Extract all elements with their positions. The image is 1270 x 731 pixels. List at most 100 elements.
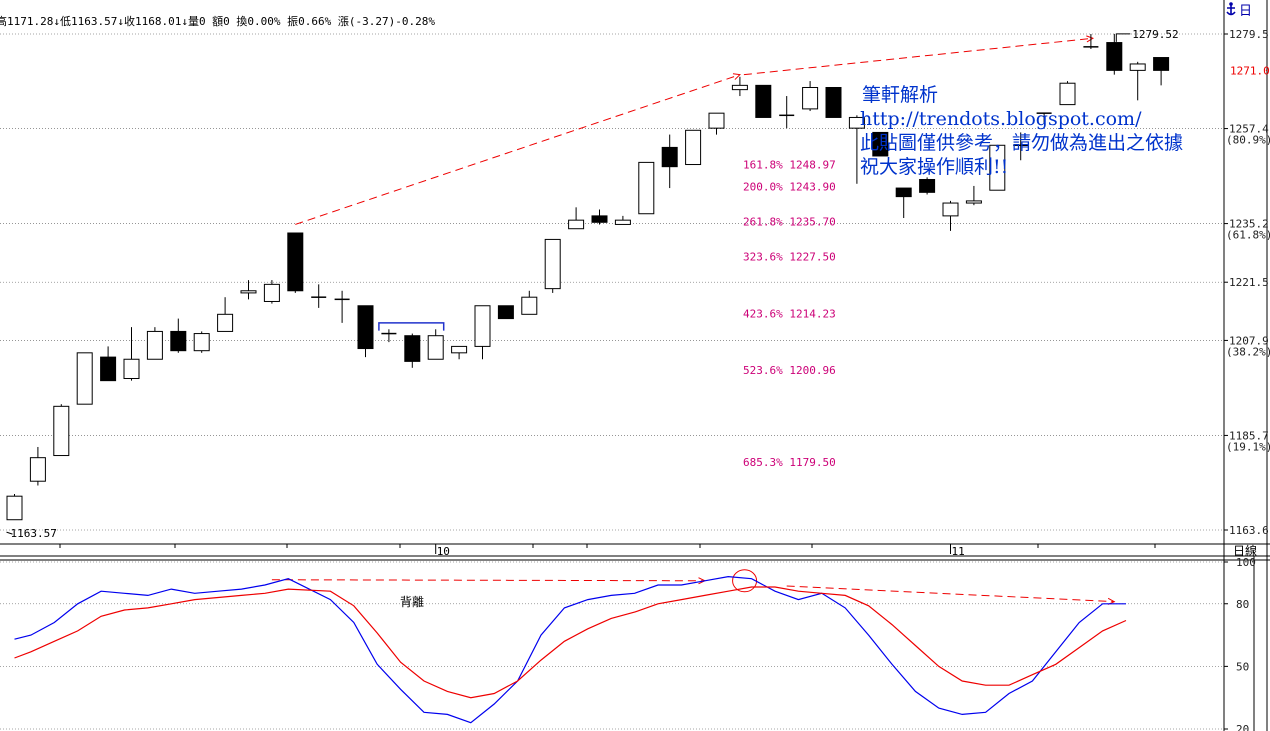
candle (1083, 34, 1099, 49)
candle (100, 346, 117, 382)
candle-body (591, 215, 608, 223)
candle (989, 144, 1006, 191)
candle (146, 327, 163, 360)
kd-tick-label: 100 (1236, 556, 1256, 569)
fib-level-label: 685.3% 1179.50 (743, 456, 836, 469)
price-tick-label: 1257.4 (1229, 123, 1269, 136)
price-tick-label: 1221.5 (1229, 276, 1269, 289)
candle (497, 305, 514, 320)
low-marker (6, 531, 13, 535)
anchor-icon[interactable] (1226, 2, 1236, 16)
candle-body (29, 457, 46, 482)
candle-body (872, 131, 889, 157)
candle (76, 352, 93, 405)
candle-body (287, 232, 304, 292)
candle (404, 333, 421, 368)
candle (6, 494, 23, 521)
period-label: 日 (1239, 4, 1252, 19)
candle (263, 280, 280, 304)
date-axis: 10 11 日線 (435, 543, 1257, 558)
candle-body (1106, 42, 1123, 71)
high-label: 1279.52 (1132, 28, 1178, 41)
candle (1036, 112, 1052, 124)
candle (357, 305, 374, 358)
k-line (14, 575, 1126, 724)
candle-body (53, 405, 70, 457)
candle (427, 329, 444, 360)
candle-body (521, 296, 538, 315)
candle-body (1129, 63, 1146, 71)
candle-body (895, 187, 912, 198)
fib-level-label: 200.0% 1243.90 (743, 180, 836, 193)
candle-body (1153, 57, 1170, 71)
candle (1059, 81, 1076, 106)
candle-body (848, 116, 865, 129)
date-tick-label: 11 (952, 545, 965, 558)
candlestick-series: 1279.52 1163.57 (6, 28, 1179, 540)
candle-body (568, 219, 585, 230)
candle-body (802, 86, 819, 110)
candle-body (193, 333, 210, 352)
fib-level-label: 261.8% 1235.70 (743, 215, 836, 228)
kd-tick-label: 80 (1236, 598, 1249, 611)
chart-grid (0, 33, 1224, 730)
candle-body (357, 305, 374, 350)
candle-body (6, 495, 23, 521)
candle-body (685, 129, 702, 166)
candle-body (708, 112, 725, 129)
candle (1129, 61, 1146, 101)
price-tick-pct: (19.1%) (1226, 440, 1270, 453)
annotation-disclaimer: 此貼圖僅供參考，請勿做為進出之依據 (860, 132, 1183, 154)
annotation-url: http://trendots.blogspot.com/ (860, 108, 1142, 130)
candle-body (123, 358, 140, 380)
candle (614, 215, 631, 225)
candle-body (497, 305, 514, 320)
candle (334, 290, 350, 323)
fib-level-label: 523.6% 1200.96 (743, 364, 836, 377)
consolidation-bracket (378, 322, 445, 331)
candle-body (755, 84, 772, 118)
candle-body (170, 330, 187, 352)
candle (848, 115, 865, 184)
candle (53, 404, 70, 457)
candle (1013, 132, 1029, 161)
candle (1106, 33, 1123, 75)
candle-body (404, 335, 421, 362)
candle (591, 209, 608, 225)
trend-arrows (271, 35, 1116, 605)
candle (170, 318, 187, 353)
candle-body (661, 146, 678, 168)
candle (731, 76, 748, 97)
candle-body (217, 313, 234, 332)
low-label: 1163.57 (11, 527, 57, 540)
candle (708, 112, 725, 135)
current-price-label: 1271.0 (1230, 64, 1270, 77)
price-axis: 1279.5 1257.4(80.9%) 1235.2(61.8%) 1221.5 12… (1224, 28, 1270, 731)
candle (919, 177, 936, 195)
header-info: 高1171.28↓低1163.57↓收1168.01↓量0 額0 換0.00% … (0, 14, 435, 28)
kd-arrow-1 (271, 577, 706, 585)
candle (802, 81, 819, 112)
candle-body (427, 335, 444, 360)
candle-body (942, 202, 959, 217)
fib-level-label: 161.8% 1248.97 (743, 159, 836, 172)
candle-body (638, 161, 655, 215)
price-tick-label: 1235.2 (1229, 218, 1269, 231)
candle (872, 131, 889, 157)
fib-level-label: 423.6% 1214.23 (743, 307, 836, 320)
candle-body (240, 290, 257, 294)
candle-body (989, 144, 1006, 191)
candle (287, 232, 304, 293)
divergence-label: 背離 (400, 595, 424, 609)
annotation: 筆軒解析 http://trendots.blogspot.com/ 此貼圖僅供… (860, 84, 1183, 178)
price-tick-pct: (80.9%) (1226, 134, 1270, 147)
candle (474, 305, 491, 360)
candle (685, 129, 702, 166)
candle-body (474, 305, 491, 347)
price-tick-label: 1279.5 (1229, 28, 1269, 41)
high-marker (1115, 33, 1131, 42)
candle (544, 238, 561, 293)
price-tick-label: 1163.6 (1229, 524, 1269, 537)
candle (451, 345, 468, 360)
